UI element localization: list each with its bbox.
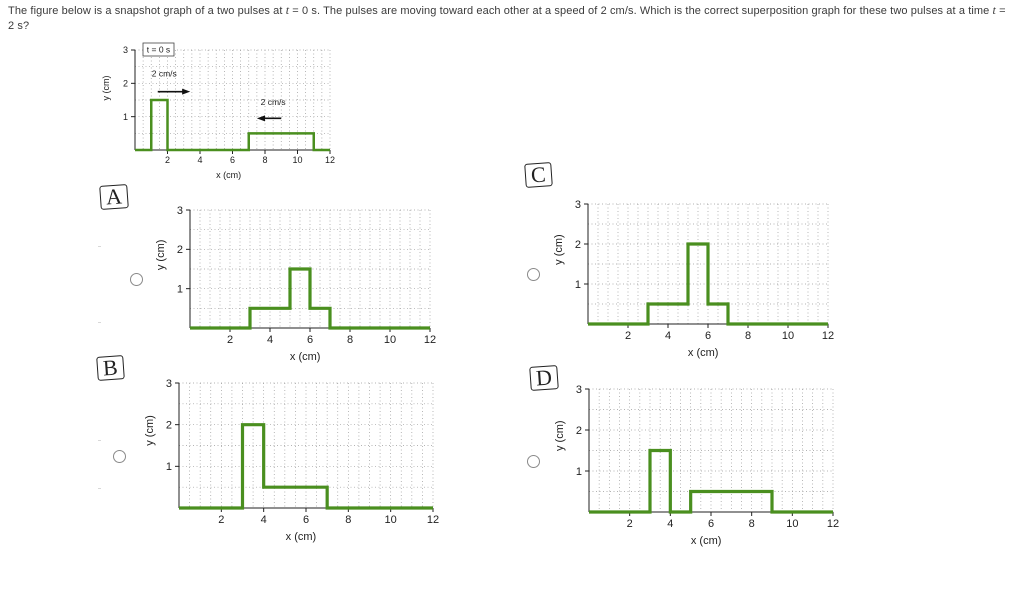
pulse-line	[588, 242, 828, 326]
x-tick-label: 12	[822, 330, 834, 342]
x-tick-label: 4	[667, 518, 673, 530]
x-tick-label: 4	[267, 334, 273, 346]
arrow-left-head	[256, 115, 265, 122]
x-tick-label: 10	[385, 514, 397, 526]
x-tick-label: 10	[782, 330, 794, 342]
x-tick-label: 8	[745, 330, 751, 342]
x-tick-label: 2	[627, 518, 633, 530]
y-axis-title: y (cm)	[144, 415, 156, 446]
y-tick-label: 2	[166, 420, 172, 432]
time-label: t = 0 s	[147, 45, 170, 55]
x-tick-label: 4	[665, 330, 671, 342]
pulse-line	[135, 98, 330, 152]
x-tick-label: 10	[292, 155, 302, 165]
y-tick-label: 3	[123, 45, 128, 55]
y-tick-label: 2	[576, 425, 582, 437]
y-tick-label: 3	[177, 205, 183, 217]
x-tick-label: 2	[625, 330, 631, 342]
x-tick-label: 2	[165, 155, 170, 165]
x-axis-title: x (cm)	[216, 170, 241, 180]
arrow-right-head	[182, 88, 191, 95]
scan-speck	[98, 322, 101, 323]
x-tick-label: 8	[345, 514, 351, 526]
x-tick-label: 12	[424, 334, 436, 346]
y-tick-label: 1	[123, 112, 128, 122]
x-tick-label: 6	[705, 330, 711, 342]
y-tick-label: 1	[166, 461, 172, 473]
x-tick-label: 4	[197, 155, 202, 165]
y-tick-label: 2	[575, 239, 581, 251]
x-tick-label: 6	[307, 334, 313, 346]
option-a-letter: A	[99, 183, 129, 210]
y-axis-title: y (cm)	[101, 76, 111, 101]
pulse-line	[179, 423, 433, 510]
pulse-line	[190, 267, 430, 330]
x-tick-label: 12	[325, 155, 335, 165]
speed-label-right: 2 cm/s	[261, 97, 286, 107]
x-axis-title: x (cm)	[290, 351, 321, 363]
x-tick-label: 2	[218, 514, 224, 526]
x-tick-label: 8	[347, 334, 353, 346]
pulse-line	[589, 448, 833, 514]
x-tick-label: 4	[261, 514, 267, 526]
scan-speck	[98, 246, 101, 247]
y-tick-label: 3	[575, 199, 581, 211]
option-c-radio[interactable]	[527, 268, 540, 281]
y-tick-label: 2	[177, 244, 183, 256]
option-b-letter: B	[96, 355, 125, 381]
y-axis-title: y (cm)	[554, 420, 566, 451]
x-tick-label: 12	[827, 518, 839, 530]
x-tick-label: 6	[230, 155, 235, 165]
y-axis-title: y (cm)	[553, 234, 565, 265]
option-c-letter: C	[524, 162, 553, 188]
option-b-radio[interactable]	[113, 450, 126, 463]
time-label-box	[142, 42, 175, 57]
x-axis-title: x (cm)	[691, 535, 722, 547]
x-tick-label: 10	[384, 334, 396, 346]
question-text: The figure below is a snapshot graph of …	[8, 3, 1006, 32]
y-axis-title: y (cm)	[155, 240, 167, 271]
y-tick-label: 1	[575, 279, 581, 291]
x-tick-label: 10	[786, 518, 798, 530]
x-tick-label: 12	[427, 514, 439, 526]
y-tick-label: 3	[576, 384, 582, 396]
x-tick-label: 8	[262, 155, 267, 165]
option-d-radio[interactable]	[527, 455, 540, 468]
x-axis-title: x (cm)	[688, 347, 719, 359]
y-tick-label: 2	[123, 78, 128, 88]
y-tick-label: 3	[166, 378, 172, 390]
scan-speck	[98, 440, 101, 441]
y-tick-label: 1	[576, 466, 582, 478]
x-tick-label: 2	[227, 334, 233, 346]
x-tick-label: 6	[708, 518, 714, 530]
x-tick-label: 8	[749, 518, 755, 530]
x-tick-label: 6	[303, 514, 309, 526]
option-a-radio[interactable]	[130, 273, 143, 286]
scan-speck	[98, 488, 101, 489]
y-tick-label: 1	[177, 284, 183, 296]
x-axis-title: x (cm)	[286, 531, 317, 543]
speed-label-left: 2 cm/s	[152, 69, 177, 79]
